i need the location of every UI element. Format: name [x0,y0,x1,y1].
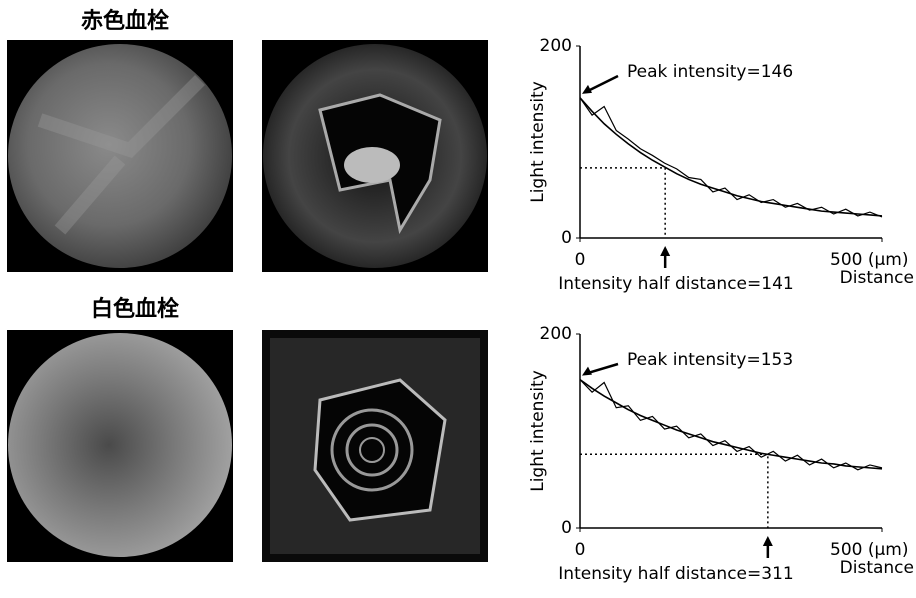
data-line [579,97,883,218]
y-tick-label: 200 [540,324,572,344]
oct-image [262,40,488,272]
annotation: Intensity half distance=141 [558,274,793,294]
annotation-arrow [585,74,619,93]
panel-label: 赤色血栓 [81,8,169,34]
arrow-head [582,84,592,94]
x-tick-label: 0 [575,250,586,270]
x-axis-label: Distance [840,558,914,578]
y-axis-label: Light intensity [528,81,548,203]
annotation: Peak intensity=146 [627,62,793,82]
x-tick-label: 500 (μm) [830,250,909,270]
annotation: Peak intensity=153 [627,350,793,370]
y-tick-label: 200 [540,36,572,56]
panel-label: 白色血栓 [91,296,179,322]
x-tick-label: 0 [575,540,586,560]
half-guide [580,453,769,528]
arrow-head [582,366,592,376]
data-line [579,97,883,217]
angioscopy-image [7,40,233,272]
half-guide [580,167,666,238]
data-line [579,379,883,471]
arrow-head [762,536,773,546]
x-axis-label: Distance [840,268,914,288]
oct-image [262,330,488,562]
arrow-head [660,246,671,256]
annotation-arrow [585,362,619,375]
data-line [579,378,883,470]
y-tick-label: 0 [561,518,572,538]
annotation: Intensity half distance=311 [558,564,793,584]
x-tick-label: 500 (μm) [830,540,909,560]
y-tick-label: 0 [561,228,572,248]
y-axis-label: Light intensity [528,370,548,492]
angioscopy-image [7,330,233,562]
